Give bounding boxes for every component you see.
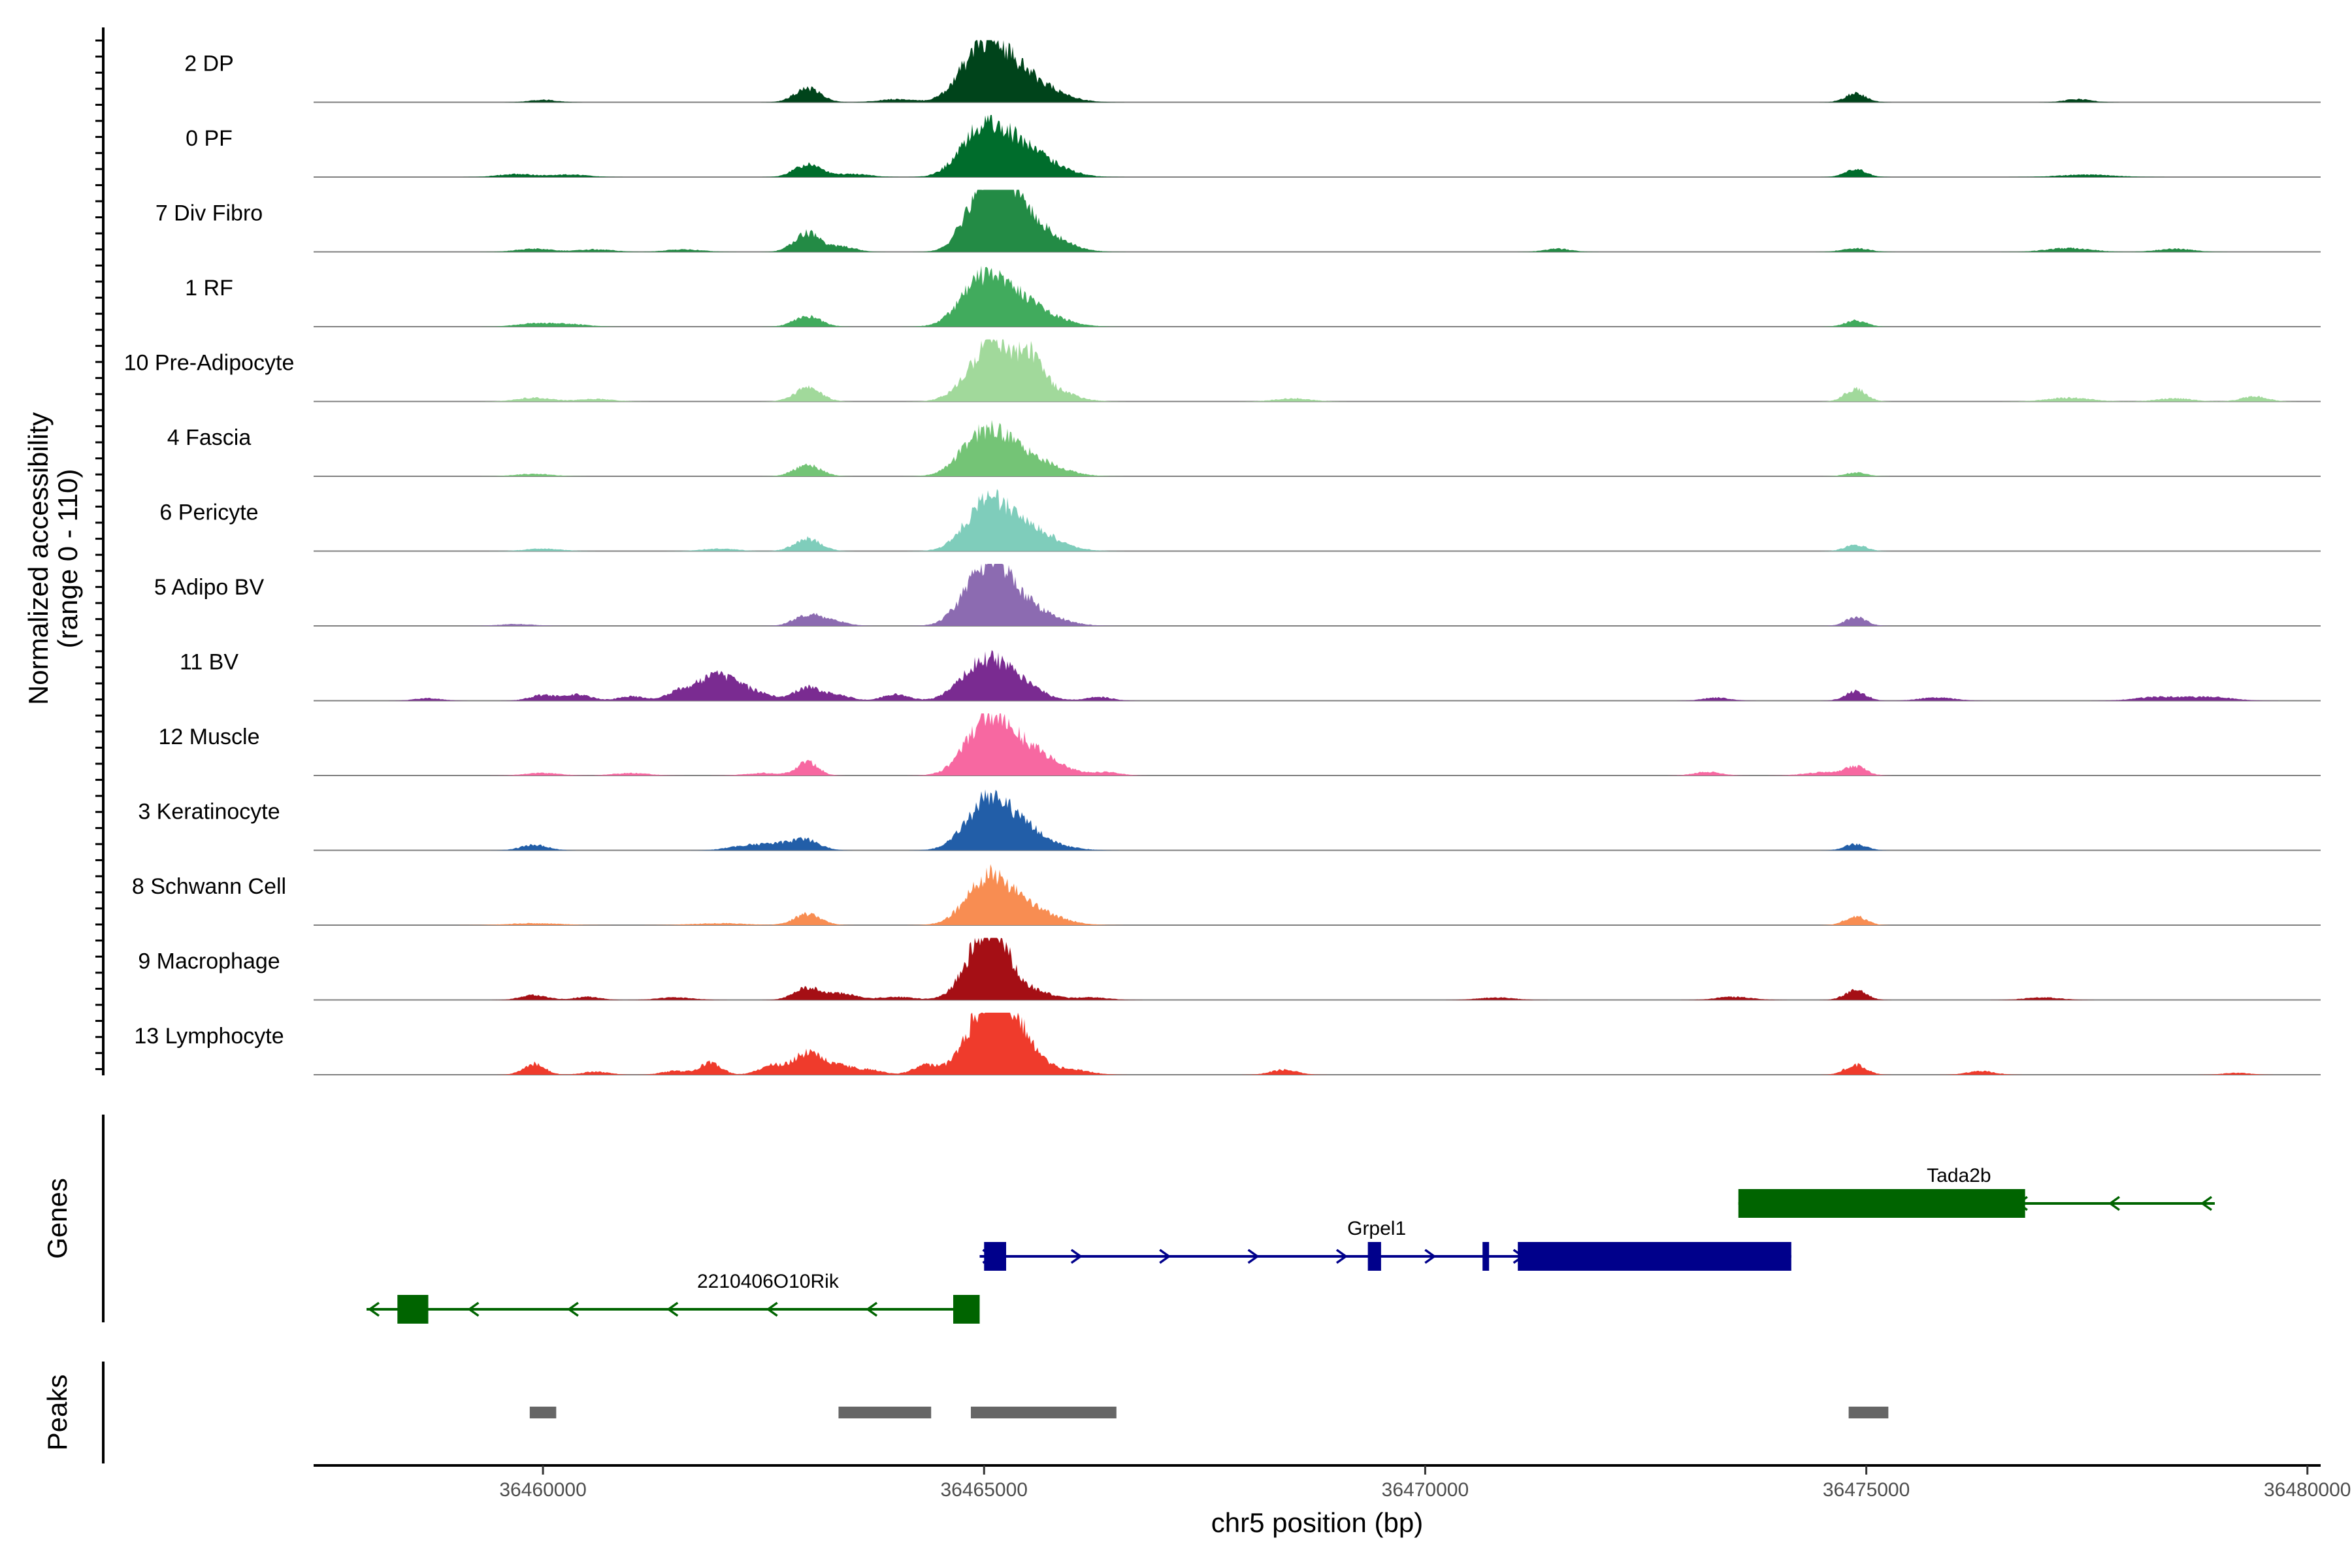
y-axis-title-line1: Normalized accessibility [23, 412, 54, 705]
gene-exon [1738, 1189, 2025, 1218]
track-7: 5 Adipo BV [154, 564, 2321, 627]
track-10: 3 Keratinocyte [138, 789, 2321, 851]
track-13: 13 Lymphocyte [134, 1013, 2321, 1075]
gene-Tada2b: Tada2b [1738, 1165, 2215, 1218]
coverage-area [314, 115, 2321, 177]
x-tick-label: 36470000 [1382, 1479, 1469, 1501]
gene-exon [953, 1295, 980, 1324]
peak-region [529, 1407, 557, 1418]
track-1: 0 PF [186, 115, 2321, 178]
gene-exon [1482, 1242, 1490, 1271]
track-2: 7 Div Fibro [155, 189, 2321, 253]
track-label: 8 Schwann Cell [132, 874, 286, 899]
track-12: 9 Macrophage [138, 938, 2321, 1001]
coverage-area [314, 789, 2321, 851]
strand-arrow [1335, 1249, 1348, 1264]
x-tick-label: 36475000 [1823, 1479, 1910, 1501]
track-label: 7 Div Fibro [155, 201, 263, 226]
track-label: 4 Fascia [167, 425, 252, 450]
gene-exon [1367, 1242, 1381, 1271]
track-label: 13 Lymphocyte [134, 1024, 284, 1049]
track-label: 3 Keratinocyte [138, 800, 280, 825]
coverage-area [314, 40, 2321, 103]
peaks-track [529, 1407, 1889, 1418]
strand-arrow [1424, 1249, 1437, 1264]
x-tick-label: 36460000 [499, 1479, 586, 1501]
gene-2210406O10Rik: 2210406O10Rik [367, 1271, 980, 1324]
gene-name: Tada2b [1927, 1165, 1991, 1186]
coverage-area [314, 419, 2321, 476]
strand-arrow [1159, 1249, 1171, 1264]
coverage-area [314, 265, 2321, 327]
x-axis: 36460000 36465000 36470000 36475000 36480000 [314, 1464, 2351, 1501]
track-label: 6 Pericyte [159, 500, 258, 525]
coverage-area [314, 339, 2321, 402]
coverage-area [314, 713, 2321, 776]
accessibility-tracks: 2 DP 0 PF 7 Div Fibro 1 RF 10 Pre-Adipocyte 4… [124, 40, 2321, 1075]
track-4: 10 Pre-Adipocyte [124, 339, 2321, 402]
track-label: 12 Muscle [159, 725, 260, 749]
track-11: 8 Schwann Cell [132, 864, 2321, 926]
x-tick-label: 36480000 [2264, 1479, 2351, 1501]
gene-exon [397, 1295, 429, 1324]
strand-arrow [1247, 1249, 1260, 1264]
peak-region [1848, 1407, 1889, 1418]
coverage-area [314, 1013, 2321, 1075]
peak-region [970, 1407, 1117, 1418]
gene-Grpel1: Grpel1 [979, 1218, 1791, 1271]
gene-exon [984, 1242, 1007, 1271]
track-9: 12 Muscle [159, 713, 2321, 776]
track-8: 11 BV [180, 649, 2321, 702]
strand-arrow [2200, 1196, 2212, 1211]
strand-arrow [1070, 1249, 1083, 1264]
track-label: 10 Pre-Adipocyte [124, 351, 295, 376]
y-axis [95, 27, 105, 1075]
y-axis-title-line2: (range 0 - 110) [52, 469, 83, 649]
gene-name: 2210406O10Rik [697, 1271, 840, 1292]
strand-arrow [666, 1301, 679, 1317]
peaks-panel-label: Peaks [42, 1375, 73, 1451]
genes-track: 2210406O10Rik Grpel1 Tada2b [367, 1165, 2215, 1324]
track-0: 2 DP [184, 40, 2321, 103]
track-label: 5 Adipo BV [154, 575, 265, 600]
x-axis-title: chr5 position (bp) [1211, 1507, 1424, 1538]
gene-name: Grpel1 [1347, 1218, 1406, 1239]
coverage-area [314, 189, 2321, 252]
coverage-area [314, 938, 2321, 1000]
track-label: 2 DP [184, 52, 234, 76]
track-6: 6 Pericyte [159, 489, 2321, 552]
track-label: 9 Macrophage [138, 949, 280, 974]
strand-arrow [866, 1301, 878, 1317]
track-label: 0 PF [186, 126, 233, 151]
coverage-area [314, 489, 2321, 551]
track-label: 1 RF [185, 276, 233, 301]
strand-arrow [2108, 1196, 2120, 1211]
genes-panel-label: Genes [42, 1178, 73, 1259]
coverage-area [314, 864, 2321, 925]
track-5: 4 Fascia [167, 419, 2321, 477]
gene-exon [1518, 1242, 1791, 1271]
strand-arrow [368, 1301, 380, 1317]
strand-arrow [467, 1301, 480, 1317]
peak-region [838, 1407, 932, 1418]
coverage-area [314, 564, 2321, 626]
x-tick-label: 36465000 [941, 1479, 1028, 1501]
track-label: 11 BV [180, 650, 238, 675]
track-3: 1 RF [185, 265, 2321, 327]
coverage-area [314, 649, 2321, 701]
strand-arrow [766, 1301, 778, 1317]
strand-arrow [566, 1301, 579, 1317]
